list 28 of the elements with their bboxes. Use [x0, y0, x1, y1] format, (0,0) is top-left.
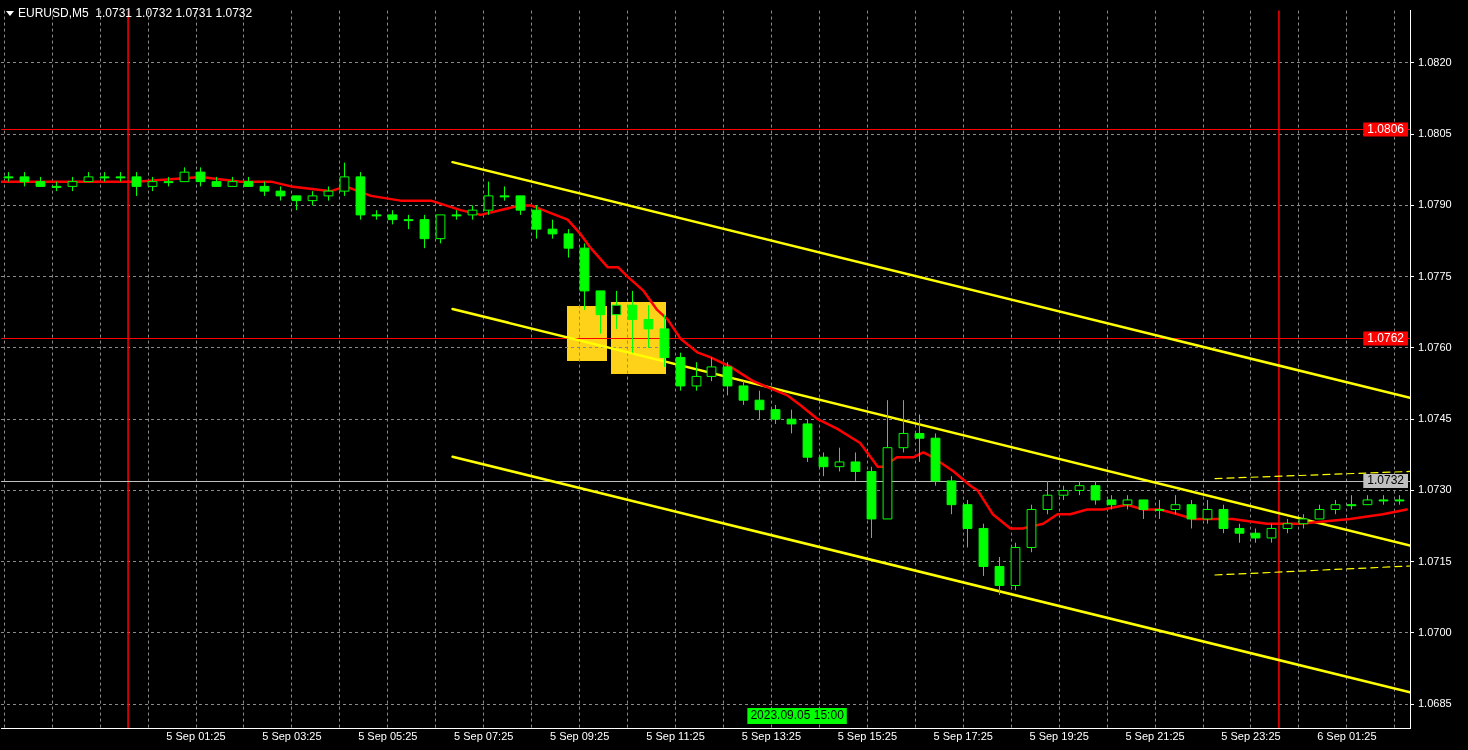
x-tick-label: 5 Sep 03:25 — [262, 729, 322, 742]
x-tick-label: 5 Sep 11:25 — [646, 729, 705, 742]
ref-line-label: 1.0732 — [1367, 473, 1405, 488]
x-tick-label: 5 Sep 15:25 — [837, 729, 898, 742]
y-tick-label: 1.0760 — [1418, 340, 1452, 353]
x-tick-label: 5 Sep 09:25 — [549, 729, 610, 742]
y-tick-label: 1.0745 — [1418, 412, 1452, 425]
x-tick-label: 5 Sep 07:25 — [454, 729, 514, 742]
x-tick-label: 5 Sep 21:25 — [1125, 729, 1185, 742]
y-tick-label: 1.0775 — [1418, 269, 1452, 282]
ref-line-label: 1.0762 — [1367, 330, 1405, 345]
x-tick-label: 6 Sep 01:25 — [1317, 729, 1377, 742]
x-tick-label: 5 Sep 19:25 — [1029, 729, 1089, 742]
annotation: 2023.09.05 15:00 — [750, 708, 845, 723]
x-tick-label: 5 Sep 13:25 — [741, 729, 802, 742]
x-tick-label: 5 Sep 01:25 — [166, 729, 226, 742]
y-tick-label: 1.0790 — [1418, 198, 1452, 211]
y-tick-label: 1.0820 — [1418, 55, 1452, 68]
x-tick-label: 5 Sep 17:25 — [933, 729, 993, 742]
y-tick-label: 1.0685 — [1418, 697, 1452, 710]
y-tick-label: 1.0730 — [1418, 483, 1452, 496]
chart-title: EURUSD,M5 1.0731 1.0732 1.0731 1.0732 — [18, 6, 253, 20]
y-tick-label: 1.0700 — [1418, 626, 1452, 639]
x-tick-label: 5 Sep 05:25 — [358, 729, 418, 742]
ref-line-label: 1.0806 — [1367, 121, 1405, 136]
x-tick-label: 5 Sep 23:25 — [1221, 729, 1281, 742]
y-tick-label: 1.0715 — [1418, 554, 1452, 567]
y-tick-label: 1.0805 — [1418, 127, 1452, 140]
